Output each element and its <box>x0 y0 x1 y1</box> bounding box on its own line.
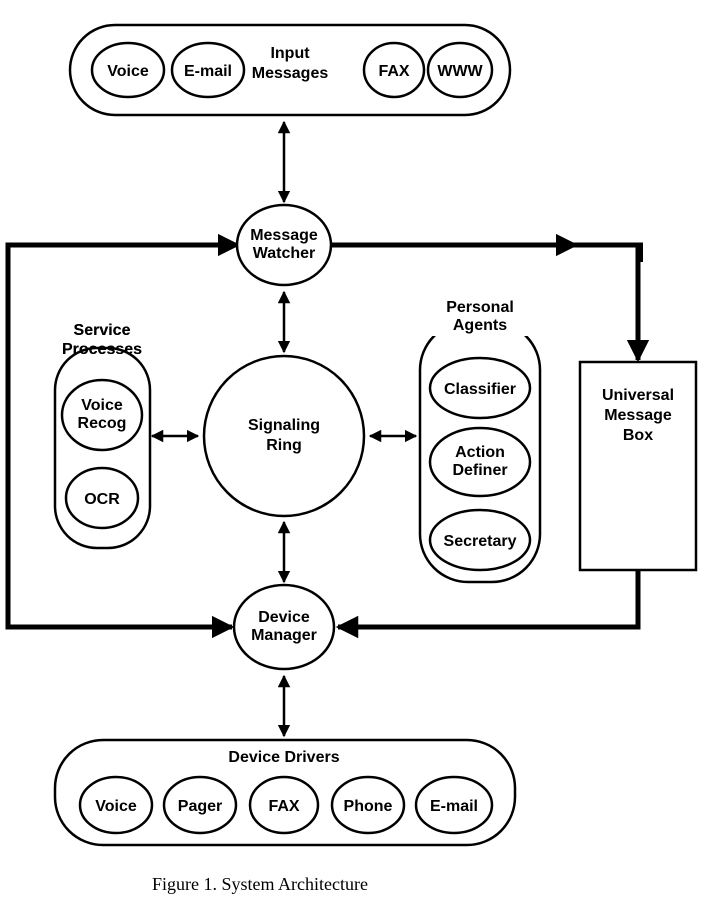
input-messages-title-l1: Input <box>270 45 310 62</box>
message-watcher-l1: Message <box>250 227 318 244</box>
device-drivers-title: Device Drivers <box>228 749 339 766</box>
message-watcher-l2: Watcher <box>253 245 316 262</box>
universal-box-l3: Box <box>623 427 653 444</box>
input-voice-label: Voice <box>107 63 149 80</box>
input-messages-title-l2: Messages <box>252 65 329 82</box>
agent-secretary-l1: Secretary <box>444 533 517 550</box>
driver-email-label: E-mail <box>430 798 478 815</box>
universal-box-l1: Universal <box>602 387 674 404</box>
service-ocr-l1: OCR <box>84 491 120 508</box>
loop-right-corner <box>558 245 641 262</box>
input-email-label: E-mail <box>184 63 232 80</box>
input-www-label: WWW <box>437 63 483 80</box>
input-messages-group: Input Messages Voice E-mail FAX WWW <box>70 25 510 115</box>
figure-caption: Figure 1. System Architecture <box>152 874 368 894</box>
universal-box-l2: Message <box>604 407 672 424</box>
service-voice-recog-l1: Voice <box>81 397 123 414</box>
svg-text:Processes: Processes <box>62 341 142 358</box>
device-manager-l2: Manager <box>251 627 317 644</box>
signaling-ring <box>204 356 364 516</box>
agent-action-definer-l1: Action <box>455 444 505 461</box>
service-processes-group: Service Processes Service Processes Voic… <box>55 322 150 548</box>
driver-fax-label: FAX <box>268 798 299 815</box>
svg-text:Service: Service <box>74 322 131 339</box>
device-drivers-group: Device Drivers Voice Pager FAX Phone E-m… <box>55 740 515 845</box>
driver-pager-label: Pager <box>178 798 222 815</box>
agent-action-definer-l2: Definer <box>452 462 507 479</box>
driver-phone-label: Phone <box>344 798 393 815</box>
driver-voice-label: Voice <box>95 798 137 815</box>
device-manager-l1: Device <box>258 609 310 626</box>
service-voice-recog-l2: Recog <box>78 415 127 432</box>
signaling-ring-l2: Ring <box>266 437 302 454</box>
signaling-ring-l1: Signaling <box>248 417 320 434</box>
personal-agents-group: Personal Agents Classifier Action Define… <box>420 296 540 582</box>
personal-agents-title-l2: Agents <box>453 317 507 334</box>
agent-classifier-l1: Classifier <box>444 381 516 398</box>
personal-agents-title-l1: Personal <box>446 299 514 316</box>
input-fax-label: FAX <box>378 63 409 80</box>
